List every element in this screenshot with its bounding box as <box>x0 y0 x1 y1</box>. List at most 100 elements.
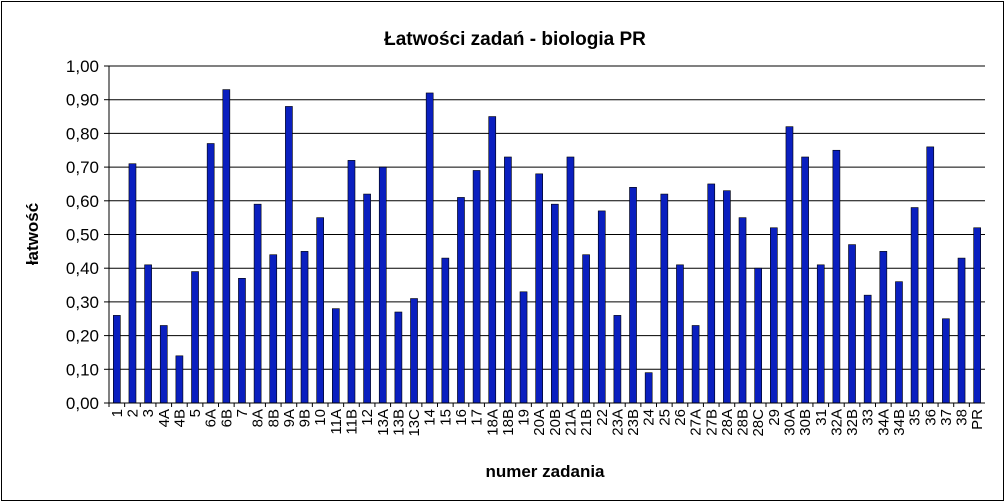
bar-5 <box>191 271 199 404</box>
bar-37 <box>942 318 950 404</box>
x-tick-label: 4B <box>171 409 188 427</box>
bar-38 <box>957 257 966 404</box>
bar-6A <box>206 143 215 404</box>
bar-28B <box>738 217 747 404</box>
bar-4A <box>159 325 168 404</box>
x-tick-label: 10 <box>312 409 329 426</box>
bar-18B <box>504 156 512 404</box>
x-tick-label: 32B <box>844 409 861 436</box>
x-tick-label: 36 <box>922 409 939 426</box>
bar-32A <box>832 149 841 404</box>
x-tick-label: 21A <box>562 409 579 436</box>
y-tick-label: 0,10 <box>66 360 99 379</box>
x-tick-label: 13A <box>375 409 392 436</box>
bar-20A <box>535 173 543 404</box>
x-axis-label: numer zadania <box>485 462 605 481</box>
bar-11A <box>332 308 340 404</box>
bar-19 <box>519 291 528 404</box>
bar-32B <box>848 244 856 404</box>
bar-8A <box>253 203 262 404</box>
x-tick-label: 13C <box>406 409 423 437</box>
x-tick-label: 8A <box>250 409 267 427</box>
chart-title: Łatwości zadań - biologia PR <box>384 29 646 50</box>
x-tick-label: 6B <box>218 409 235 427</box>
x-tick-label: 28A <box>719 409 736 436</box>
x-tick-label: 27B <box>703 409 720 436</box>
bar-11B <box>347 160 356 404</box>
x-tick-label: 11A <box>328 409 345 435</box>
bar-16 <box>457 197 465 404</box>
x-tick-label: 3 <box>140 409 157 417</box>
bar-13A <box>378 166 387 404</box>
bar-31 <box>816 264 825 404</box>
x-tick-label: 12 <box>359 409 376 426</box>
bar-26 <box>676 264 684 404</box>
x-tick-label: 29 <box>766 409 783 426</box>
x-tick-label: 18A <box>484 409 501 436</box>
bars <box>113 89 981 404</box>
bar-21B <box>582 254 590 404</box>
x-tick-label: 20A <box>531 409 548 436</box>
y-tick-label: 0,70 <box>66 158 99 177</box>
x-tick-label: 7 <box>234 409 251 417</box>
x-tick-label: 34A <box>875 409 892 436</box>
x-tick-label: 31 <box>813 409 830 426</box>
bar-13B <box>394 311 403 404</box>
bar-17 <box>472 170 481 404</box>
bar-10 <box>316 217 324 404</box>
bar-15 <box>441 257 450 404</box>
y-tick-label: 0,20 <box>66 327 99 346</box>
x-tick-label: 24 <box>641 409 658 426</box>
x-tick-label: 4A <box>156 409 173 427</box>
x-tick-label: 2 <box>124 409 141 417</box>
x-tick-label: 13B <box>390 409 407 436</box>
x-tick-label: 11B <box>343 409 360 435</box>
x-tick-label: 30B <box>797 409 814 436</box>
y-tick-label: 0,80 <box>66 124 99 143</box>
y-tick-label: 0,60 <box>66 192 99 211</box>
bar-4B <box>175 355 184 404</box>
x-tick-label: 28B <box>735 409 752 436</box>
bar-25 <box>660 193 669 404</box>
x-tick-label: 38 <box>954 409 971 426</box>
bar-28C <box>754 267 762 404</box>
bar-33 <box>863 294 872 404</box>
bar-13C <box>410 298 418 404</box>
bar-3 <box>144 264 152 404</box>
bar-6B <box>222 89 231 404</box>
bar-PR <box>973 227 981 404</box>
bar-12 <box>363 193 371 404</box>
x-tick-label: 9B <box>297 409 314 427</box>
x-tick-label: 14 <box>422 409 439 426</box>
bar-8B <box>269 254 278 404</box>
x-tick-label: 27A <box>688 409 705 436</box>
x-tick-label: 30A <box>781 409 798 436</box>
bar-24 <box>644 372 653 404</box>
x-tick-label: 16 <box>453 409 470 426</box>
x-tick-label: 37 <box>938 409 955 426</box>
x-tick-label: PR <box>969 409 986 430</box>
x-tick-label: 8B <box>265 409 282 427</box>
x-tick-label: 28C <box>750 409 767 437</box>
x-tick-label: 35 <box>907 409 924 426</box>
y-tick-label: 0,00 <box>66 394 99 413</box>
x-tick-labels: 1234A4B56A6B78A8B9A9B1011A11B1213A13B13C… <box>108 403 986 437</box>
bar-20B <box>551 203 559 404</box>
x-tick-label: 6A <box>203 409 220 427</box>
x-tick-label: 17 <box>469 409 486 426</box>
bar-27B <box>707 183 716 404</box>
bar-30B <box>801 156 809 404</box>
bar-23A <box>613 315 622 404</box>
bar-22 <box>597 210 606 404</box>
x-tick-label: 19 <box>516 409 533 426</box>
y-tick-label: 0,40 <box>66 259 99 278</box>
bar-2 <box>128 163 137 404</box>
bar-36 <box>926 146 935 404</box>
x-tick-label: 23A <box>609 409 626 436</box>
x-tick-label: 5 <box>187 409 204 417</box>
y-tick-labels: 0,00 0,10 0,20 0,30 0,40 0,50 0,60 0,70 0,80 0,90… <box>66 57 99 413</box>
bar-21A <box>566 156 575 404</box>
x-tick-label: 32A <box>828 409 845 436</box>
